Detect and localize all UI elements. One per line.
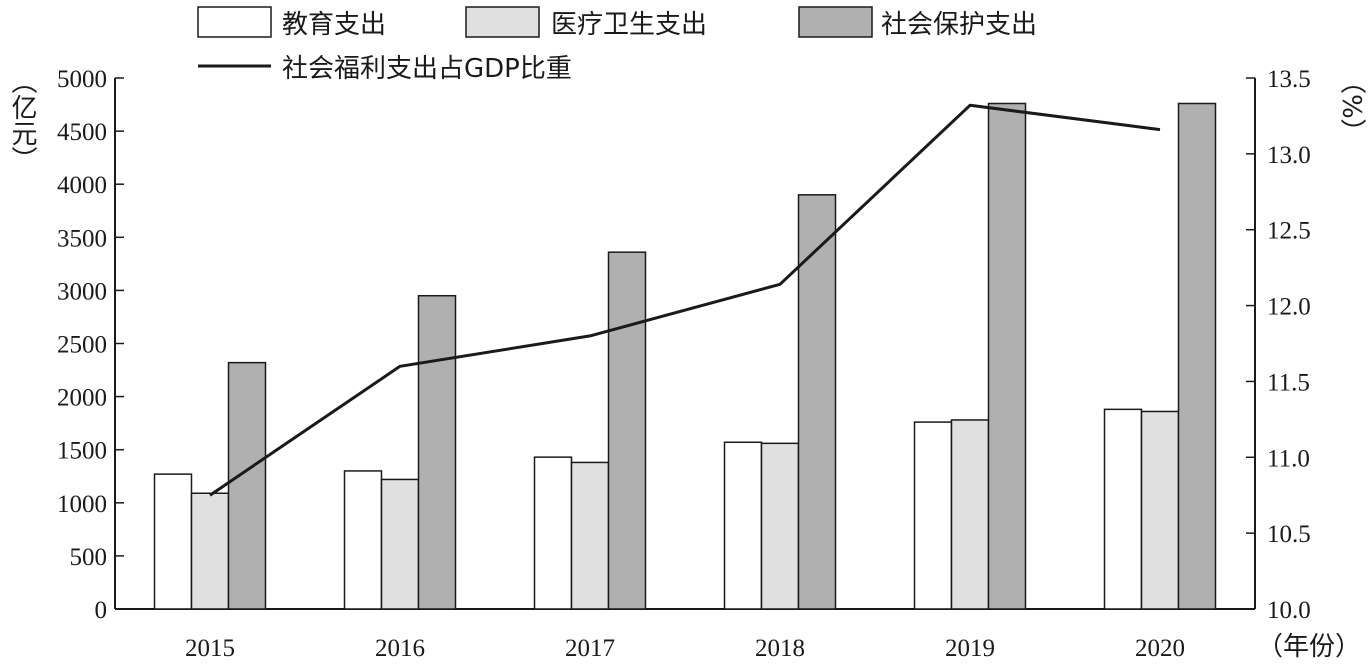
left-tick-label: 0 (95, 597, 108, 624)
bar-healthcare (570, 461, 610, 610)
legend-label-healthcare: 医疗卫生支出 (551, 10, 707, 40)
bar-social-protection (1177, 102, 1217, 610)
right-axis-ticks: 10.0 10.5 11.0 11.5 12.0 12.5 13.0 13.5 (1246, 66, 1311, 624)
x-tick-label: 2017 (565, 635, 615, 662)
line-series-group (209, 103, 1161, 497)
left-axis-ticks: 0 500 1000 1500 2000 2500 3000 3500 4000 4500 5000 (57, 66, 124, 624)
right-tick-label: 11.5 (1267, 369, 1310, 396)
left-axis-unit: （亿元） (7, 68, 37, 172)
right-axis-unit: （%） (1336, 68, 1366, 145)
legend-swatch-education (197, 6, 272, 38)
left-tick-label: 4000 (57, 172, 107, 199)
bar-education (913, 421, 953, 610)
right-tick-label: 13.5 (1267, 66, 1311, 93)
x-tick-label: 2018 (755, 635, 805, 662)
left-tick-label: 1500 (57, 438, 107, 465)
legend-swatch-social-protection (798, 6, 873, 38)
right-tick-label: 12.5 (1267, 218, 1311, 245)
bar-healthcare (380, 478, 420, 610)
x-tick-label: 2015 (185, 635, 235, 662)
left-tick-label: 2500 (57, 332, 107, 359)
bar-education (1103, 408, 1143, 610)
legend: 教育支出 医疗卫生支出 社会保护支出 社会福利支出占GDP比重 (197, 6, 1037, 84)
left-tick-label: 2000 (57, 385, 107, 412)
right-tick-label: 12.0 (1267, 294, 1311, 321)
legend-swatch-healthcare (465, 6, 540, 38)
welfare-gdp-line (209, 103, 1161, 497)
bar-social-protection (417, 294, 457, 610)
bar-healthcare (190, 492, 230, 610)
bar-healthcare (1140, 410, 1180, 610)
bar-social-protection (607, 251, 647, 610)
x-axis-ticks: 2015 2016 2017 2018 2019 2020 (185, 635, 1185, 662)
legend-label-welfare-line: 社会福利支出占GDP比重 (282, 54, 572, 84)
right-tick-label: 10.5 (1267, 521, 1311, 548)
x-tick-label: 2020 (1135, 635, 1185, 662)
x-tick-label: 2019 (945, 635, 995, 662)
bar-education (153, 473, 193, 610)
left-tick-label: 4500 (57, 119, 107, 146)
right-tick-label: 11.0 (1267, 445, 1310, 472)
bar-education (343, 470, 383, 610)
left-tick-label: 500 (70, 544, 108, 571)
bars-group (153, 102, 1217, 610)
x-axis-unit: （年份） (1257, 632, 1361, 662)
bar-social-protection (797, 194, 837, 610)
left-tick-label: 3000 (57, 278, 107, 305)
bar-education (533, 456, 573, 610)
legend-label-education: 教育支出 (282, 10, 386, 40)
right-tick-label: 10.0 (1267, 597, 1311, 624)
bar-healthcare (950, 419, 990, 610)
bar-social-protection (227, 361, 267, 610)
bar-education (723, 441, 763, 610)
x-tick-label: 2016 (375, 635, 425, 662)
left-tick-label: 3500 (57, 225, 107, 252)
legend-label-social-protection: 社会保护支出 (881, 10, 1037, 40)
bar-healthcare (760, 442, 800, 610)
left-tick-label: 1000 (57, 491, 107, 518)
right-tick-label: 13.0 (1267, 142, 1311, 169)
bar-social-protection (987, 102, 1027, 610)
left-tick-label: 5000 (57, 66, 107, 93)
